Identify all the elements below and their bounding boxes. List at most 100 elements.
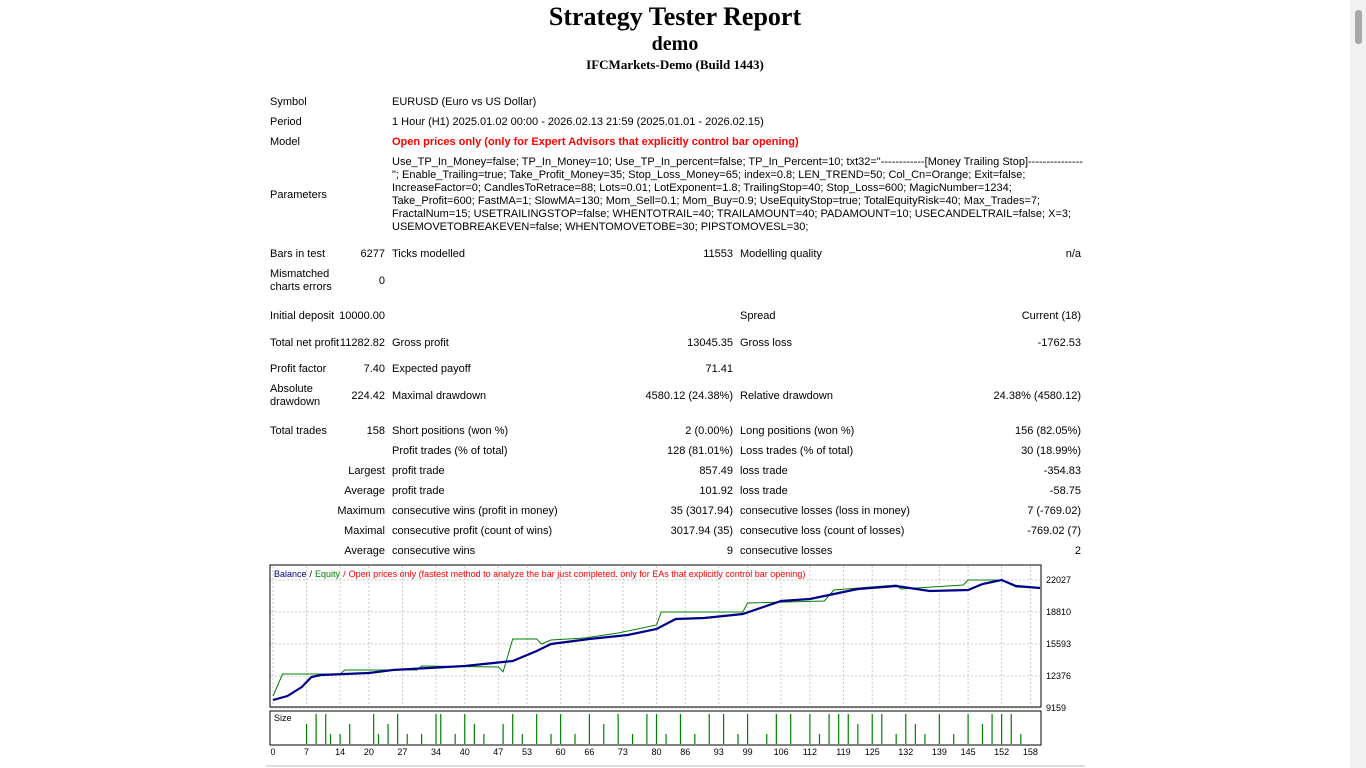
stat-label: Profit trades (% of total) [392,444,508,457]
stat-label: consecutive losses (loss in money) [740,504,910,517]
stat-label: Initial deposit [270,309,335,322]
graph-frame [269,564,1042,708]
y-tick-label: 12376 [1046,671,1071,681]
x-tick-label: 34 [431,747,441,757]
report-title: Strategy Tester Report [548,2,802,31]
x-tick-label: 0 [270,747,275,757]
stat-label: Relative drawdown [740,389,833,402]
stat-value: 0 [378,274,385,287]
x-tick-label: 66 [584,747,594,757]
x-tick-label: 139 [932,747,947,757]
stat-label: consecutive wins [392,544,476,557]
stat-label: consecutive losses [740,544,833,557]
series-line [272,579,1041,697]
legend-entry: Balance [274,569,307,579]
info-value: Open prices only (only for Expert Adviso… [392,135,799,148]
stat-label: Gross loss [740,336,792,349]
stat-value: 9 [726,544,733,557]
x-tick-label: 99 [743,747,753,757]
legend-separator: / [310,569,313,579]
y-tick-label: 15593 [1046,639,1071,649]
stat-value: 11282.82 [339,336,385,349]
size-frame [269,710,1042,746]
stat-label: Long positions (won %) [740,424,855,437]
stat-value: 2 (0.00%) [685,424,733,437]
stat-label: Maximal drawdown [392,389,487,402]
stat-value: 30 (18.99%) [1021,444,1081,457]
x-tick-label: 119 [836,747,850,757]
stat-label: Short positions (won %) [392,424,509,437]
stat-value: 71.41 [705,362,733,375]
x-tick-label: 14 [335,747,345,757]
info-label: Model [270,135,300,148]
stat-value: 24.38% (4580.12) [993,389,1081,402]
info-value: Use_TP_In_Money=false; TP_In_Money=10; U… [392,156,1083,233]
model-note: Open prices only (fastest method to anal… [349,569,806,579]
stat-label: consecutive profit (count of wins) [392,524,553,537]
stat-label: Gross profit [392,336,449,349]
series-line [272,578,1041,702]
x-tick-label: 86 [680,747,690,757]
stat-value: 10000.00 [339,309,385,322]
stat-label: profit trade [392,484,445,497]
scrollbar[interactable] [1350,0,1366,768]
stat-label: Total net profit [270,336,340,349]
y-tick-label: 22027 [1046,575,1071,585]
stat-value: 7 (-769.02) [1027,504,1081,517]
x-tick-label: 60 [556,747,566,757]
x-tick-label: 40 [460,747,470,757]
stat-label: loss trade [740,464,788,477]
info-label: Symbol [270,95,307,108]
stat-value: Average [344,544,385,557]
legend: Balance / Equity / Open prices only (fastest… [274,569,805,579]
stat-label: loss trade [740,484,788,497]
stat-label: Loss trades (% of total) [740,444,854,457]
x-tick-label: 93 [714,747,724,757]
account-name: demo [651,33,699,55]
stat-value: -58.75 [1049,484,1081,497]
stat-value: 2 [1074,544,1081,557]
x-tick-label: 125 [865,747,880,757]
info-label: Parameters [270,188,327,201]
stat-value: 6277 [360,247,385,260]
x-tick-label: 53 [522,747,532,757]
stat-value: n/a [1065,247,1081,260]
stat-label: consecutive loss (count of losses) [740,524,905,537]
info-label: Period [270,115,302,128]
stat-value: 224.42 [351,389,385,402]
x-tick-label: 7 [304,747,309,757]
x-tick-label: 80 [651,747,661,757]
legend-separator: / [343,569,346,579]
legend-entry: Equity [315,569,341,579]
x-tick-label: 106 [774,747,789,757]
stat-value: Maximal [344,524,385,537]
stat-value: 857.49 [699,464,733,477]
stat-value: 128 (81.01%) [666,444,733,457]
stat-label: Absolute drawdown [270,383,321,408]
x-tick-label: 158 [1023,747,1038,757]
scrollbar-thumb[interactable] [1355,10,1362,44]
stat-value: 158 [366,424,385,437]
y-tick-label: 18810 [1046,607,1071,617]
stat-value: 13045.35 [687,336,733,349]
info-value: EURUSD (Euro vs US Dollar) [392,95,537,108]
x-tick-label: 132 [898,747,913,757]
stat-value: Average [344,484,385,497]
stat-value: 35 (3017.94) [670,504,733,517]
stat-value: 101.92 [699,484,733,497]
stat-value: Largest [348,464,385,477]
stat-label: Modelling quality [740,247,822,260]
stat-label: Bars in test [270,247,326,260]
stat-value: -354.83 [1043,464,1081,477]
x-tick-label: 27 [397,747,407,757]
stat-value: -1762.53 [1037,336,1081,349]
server-name: IFCMarkets-Demo (Build 1443) [586,57,764,72]
stat-label: Spread [740,309,776,322]
x-tick-label: 73 [618,747,628,757]
stat-value: 11553 [703,247,733,260]
stat-label: Mismatched charts errors [270,268,332,293]
stat-value: 7.40 [363,362,385,375]
y-tick-label: 9159 [1046,703,1066,713]
